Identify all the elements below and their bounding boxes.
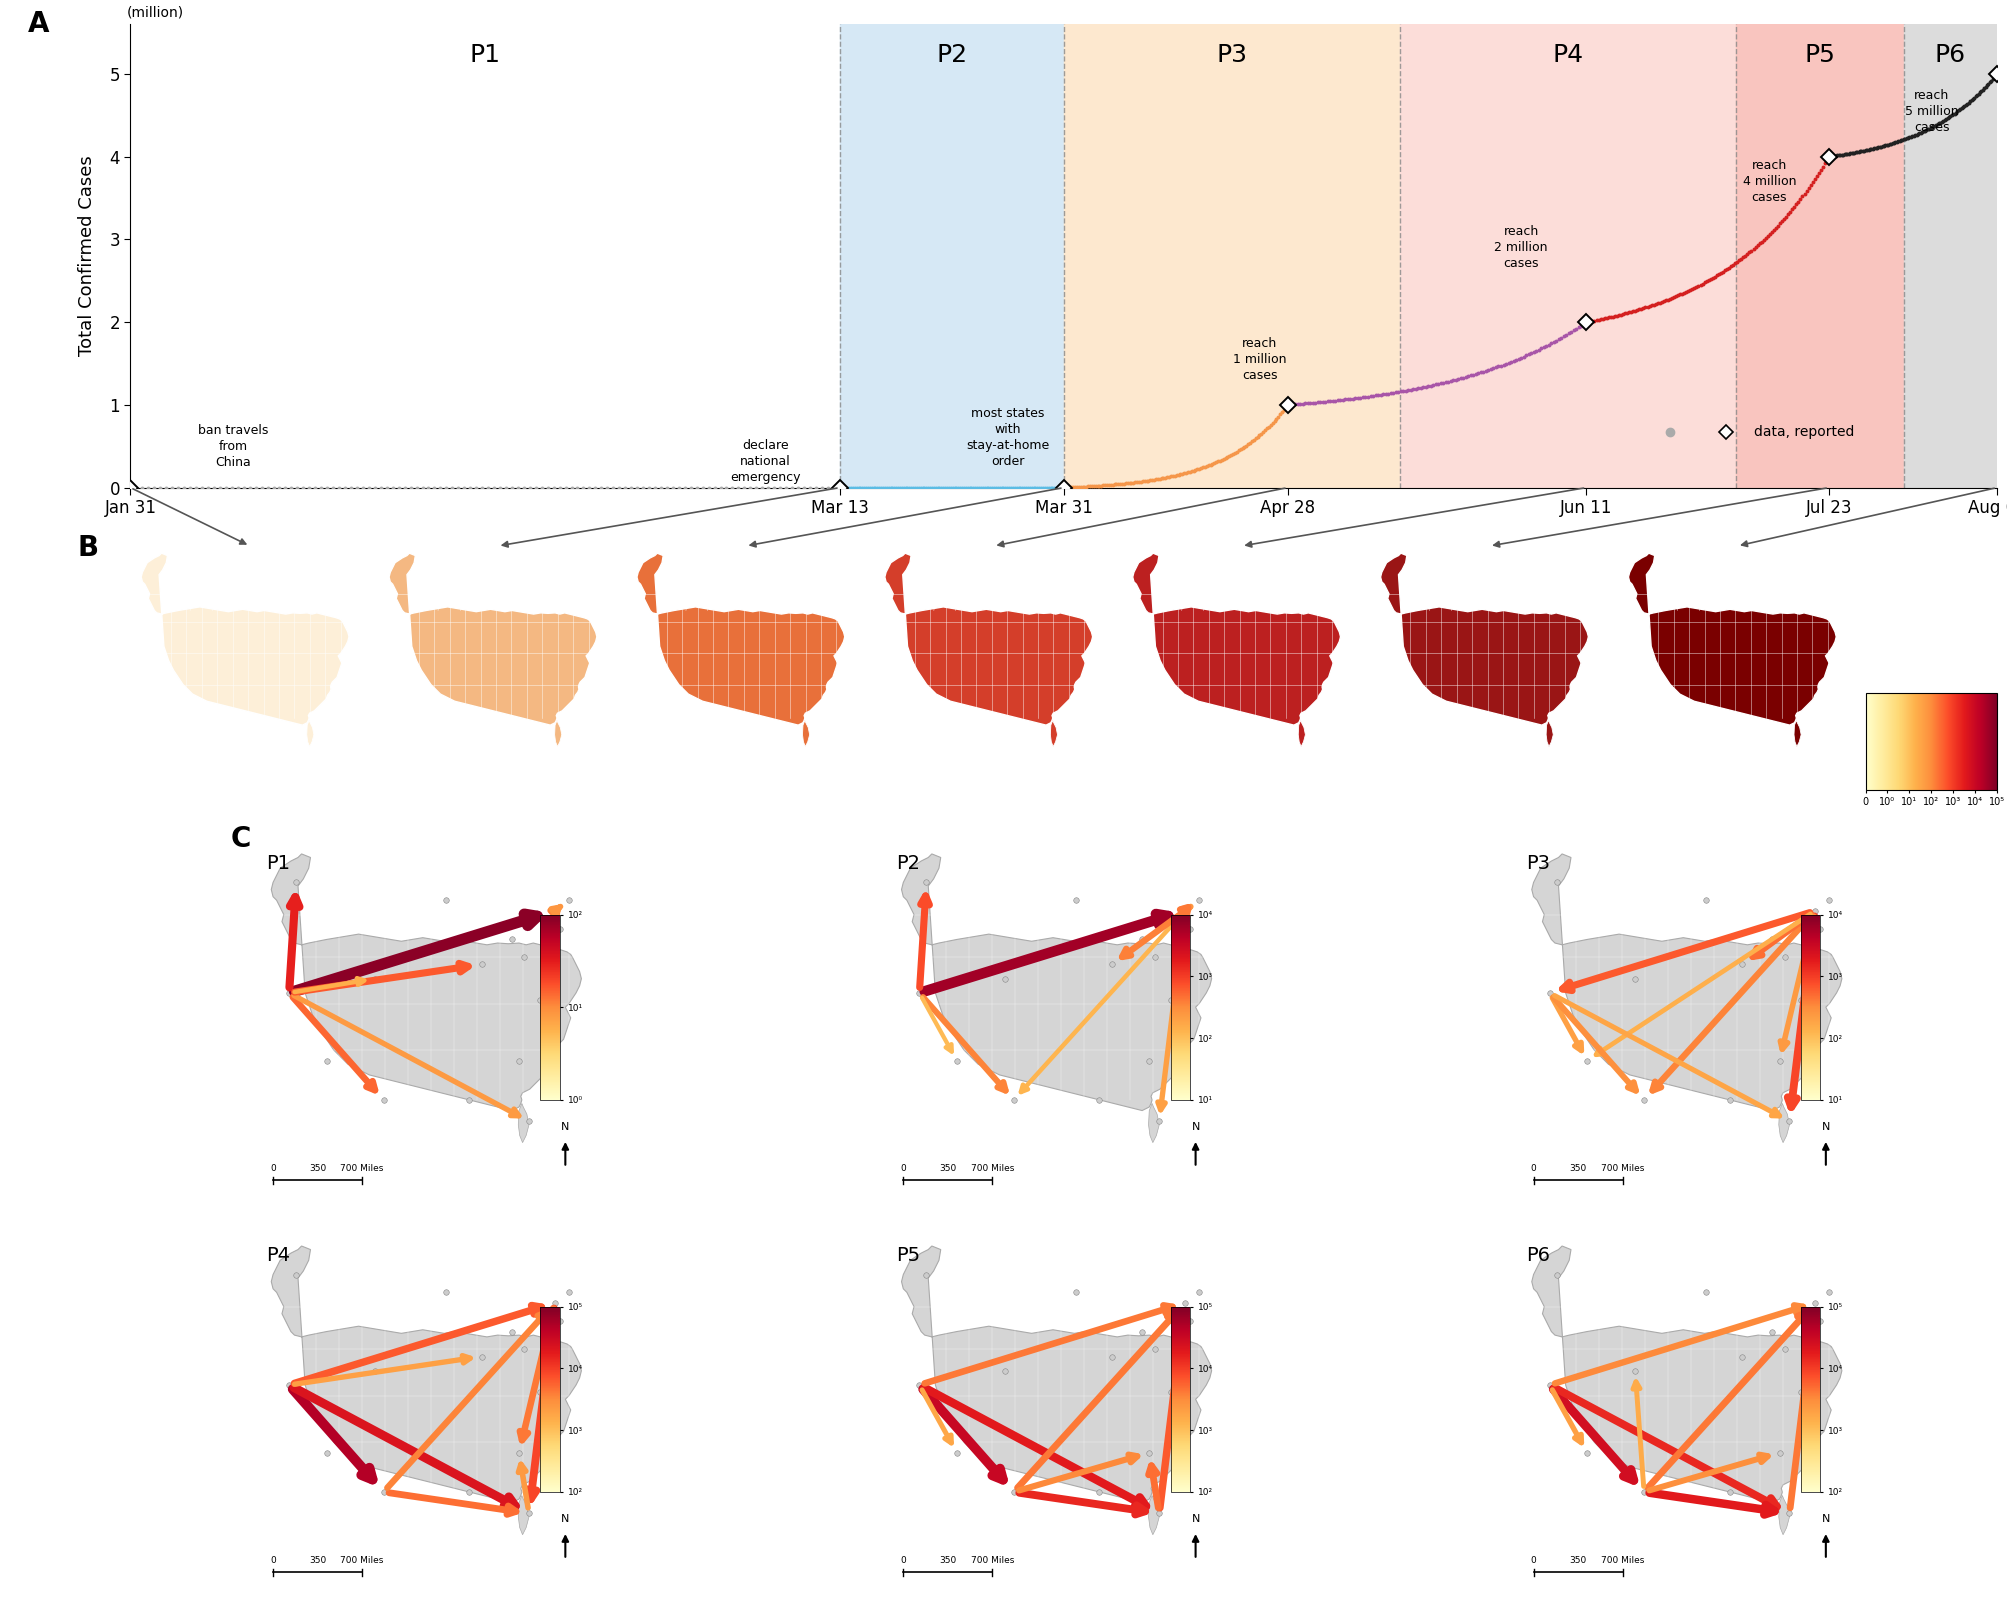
Text: P4: P4: [267, 1246, 289, 1265]
Text: data, reported: data, reported: [1754, 425, 1854, 440]
Text: 700 Miles: 700 Miles: [971, 1164, 1014, 1173]
Text: B: B: [78, 533, 98, 562]
Polygon shape: [1778, 1104, 1790, 1143]
Text: P2: P2: [897, 853, 919, 873]
Text: N: N: [1822, 1122, 1830, 1131]
Bar: [130, 24, 839, 488]
Polygon shape: [1148, 1495, 1160, 1535]
Polygon shape: [636, 553, 845, 726]
Text: 0: 0: [271, 1556, 275, 1566]
Text: N: N: [1192, 1514, 1200, 1524]
Text: 0: 0: [271, 1164, 275, 1173]
Text: (million): (million): [126, 5, 185, 19]
Polygon shape: [1531, 1246, 1842, 1503]
Polygon shape: [307, 721, 313, 747]
Text: P5: P5: [1804, 44, 1834, 68]
Polygon shape: [885, 553, 1092, 726]
Text: reach
2 million
cases: reach 2 million cases: [1495, 225, 1547, 270]
Bar: [1399, 24, 1736, 488]
Text: 700 Miles: 700 Miles: [1602, 1164, 1644, 1173]
Text: 350: 350: [309, 1164, 327, 1173]
Polygon shape: [518, 1495, 530, 1535]
Polygon shape: [271, 1246, 582, 1503]
Text: N: N: [562, 1122, 570, 1131]
Text: P2: P2: [935, 44, 967, 68]
Polygon shape: [1545, 721, 1553, 747]
Text: C: C: [231, 826, 251, 853]
Polygon shape: [518, 1104, 530, 1143]
Polygon shape: [803, 721, 809, 747]
Text: declare
national
emergency: declare national emergency: [731, 438, 801, 483]
Text: reach
5 million
cases: reach 5 million cases: [1905, 89, 1959, 134]
Text: P6: P6: [1935, 44, 1967, 68]
Polygon shape: [271, 853, 582, 1110]
Text: 0: 0: [1531, 1556, 1537, 1566]
Text: 0: 0: [1531, 1164, 1537, 1173]
Polygon shape: [1628, 553, 1836, 726]
Y-axis label: Total Confirmed Cases: Total Confirmed Cases: [78, 155, 96, 356]
Text: 700 Miles: 700 Miles: [971, 1556, 1014, 1566]
Text: 350: 350: [939, 1556, 957, 1566]
Text: 700 Miles: 700 Miles: [1602, 1556, 1644, 1566]
Polygon shape: [1381, 553, 1588, 726]
Text: most states
with
stay-at-home
order: most states with stay-at-home order: [965, 407, 1050, 469]
Polygon shape: [901, 1246, 1212, 1503]
Text: 0: 0: [901, 1164, 907, 1173]
Polygon shape: [1148, 1104, 1160, 1143]
Bar: [1064, 24, 1399, 488]
Polygon shape: [901, 853, 1212, 1110]
Bar: [1903, 24, 1997, 488]
Text: 350: 350: [1569, 1556, 1588, 1566]
Text: P1: P1: [267, 853, 289, 873]
Text: N: N: [1192, 1122, 1200, 1131]
Polygon shape: [389, 553, 596, 726]
Bar: [839, 24, 1064, 488]
Text: reach
1 million
cases: reach 1 million cases: [1232, 336, 1286, 381]
Polygon shape: [1778, 1495, 1790, 1535]
Text: ban travels
from
China: ban travels from China: [199, 423, 269, 469]
Text: 0: 0: [901, 1556, 907, 1566]
Text: N: N: [1822, 1514, 1830, 1524]
Text: 700 Miles: 700 Miles: [341, 1164, 383, 1173]
Text: P3: P3: [1216, 44, 1246, 68]
Text: 700 Miles: 700 Miles: [341, 1556, 383, 1566]
Text: P5: P5: [897, 1246, 921, 1265]
Bar: [1736, 24, 1903, 488]
Text: 350: 350: [939, 1164, 957, 1173]
Polygon shape: [1050, 721, 1058, 747]
Text: reach
4 million
cases: reach 4 million cases: [1742, 158, 1796, 204]
Text: P1: P1: [470, 44, 500, 68]
Text: 350: 350: [1569, 1164, 1588, 1173]
Text: N: N: [562, 1514, 570, 1524]
Polygon shape: [1794, 721, 1800, 747]
Polygon shape: [554, 721, 562, 747]
Polygon shape: [1531, 853, 1842, 1110]
Text: P3: P3: [1527, 853, 1551, 873]
Text: P4: P4: [1551, 44, 1584, 68]
Text: 350: 350: [309, 1556, 327, 1566]
Text: A: A: [28, 10, 50, 39]
Polygon shape: [140, 553, 349, 726]
Text: P6: P6: [1527, 1246, 1551, 1265]
Polygon shape: [1132, 553, 1341, 726]
Polygon shape: [1299, 721, 1305, 747]
